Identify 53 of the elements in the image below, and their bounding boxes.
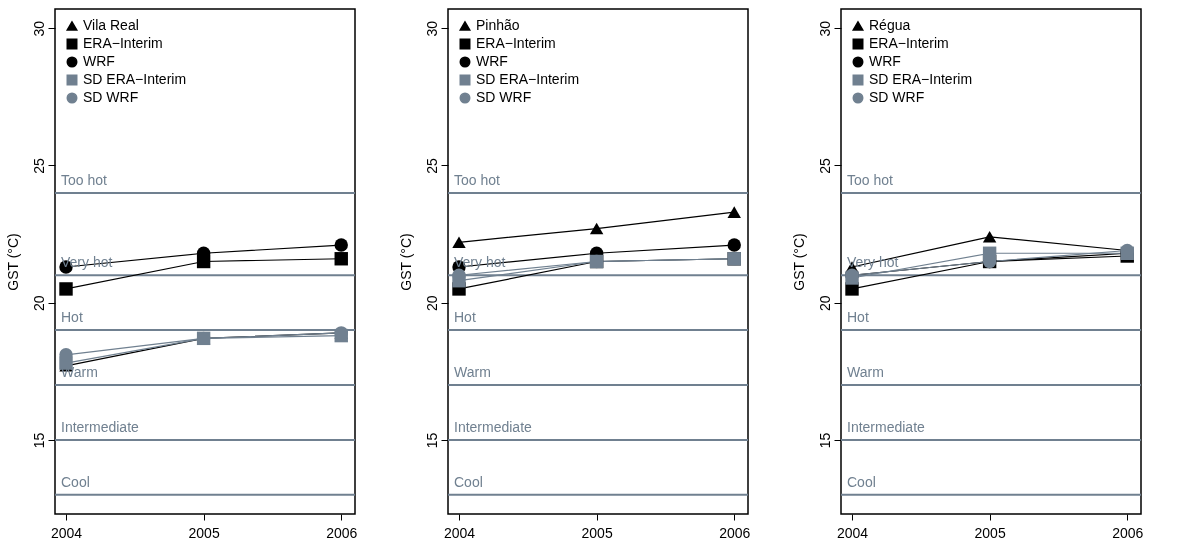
legend-label: WRF bbox=[476, 53, 508, 69]
y-tick-label: 30 bbox=[423, 20, 440, 37]
y-tick-label: 15 bbox=[816, 432, 833, 449]
legend-label: SD WRF bbox=[869, 89, 925, 105]
ref-line-label: Hot bbox=[61, 309, 83, 326]
y-tick-label: 30 bbox=[816, 20, 833, 37]
y-tick-label: 20 bbox=[423, 295, 440, 311]
ref-line-label: Too hot bbox=[454, 171, 501, 188]
ref-line-label: Intermediate bbox=[61, 418, 140, 435]
ref-line-label: Too hot bbox=[847, 171, 894, 188]
legend-label: WRF bbox=[869, 53, 901, 69]
x-tick-label: 2005 bbox=[581, 524, 613, 541]
ref-line-label: Cool bbox=[847, 473, 876, 490]
ref-line-label: Too hot bbox=[61, 171, 108, 188]
legend-label: SD ERA−Interim bbox=[83, 71, 187, 87]
ref-line-label: Hot bbox=[847, 309, 869, 326]
x-tick-label: 2006 bbox=[326, 524, 358, 541]
y-axis-title: GST (°C) bbox=[4, 233, 21, 291]
y-tick-label: 20 bbox=[30, 295, 47, 311]
legend-label: ERA−Interim bbox=[476, 35, 556, 51]
x-tick-label: 2006 bbox=[1112, 524, 1144, 541]
y-tick-label: 15 bbox=[423, 432, 440, 449]
ref-line-label: Intermediate bbox=[847, 418, 926, 435]
x-tick-label: 2006 bbox=[719, 524, 751, 541]
y-tick-label: 25 bbox=[816, 157, 833, 174]
legend-label: SD WRF bbox=[476, 89, 532, 105]
x-tick-label: 2004 bbox=[50, 524, 83, 541]
x-tick-label: 2004 bbox=[443, 524, 476, 541]
y-axis-title: GST (°C) bbox=[397, 233, 414, 291]
y-tick-label: 30 bbox=[30, 20, 47, 37]
x-tick-label: 2005 bbox=[188, 524, 220, 541]
ref-line-label: Cool bbox=[61, 473, 90, 490]
legend-label: SD WRF bbox=[83, 89, 139, 105]
legend-label: Régua bbox=[869, 17, 911, 33]
y-axis-title: GST (°C) bbox=[790, 233, 807, 291]
y-tick-label: 25 bbox=[423, 157, 440, 174]
ref-line-label: Hot bbox=[454, 309, 476, 326]
ref-line-label: Intermediate bbox=[454, 418, 533, 435]
ref-line-label: Warm bbox=[454, 364, 491, 381]
y-tick-label: 15 bbox=[30, 432, 47, 449]
legend-label: Vila Real bbox=[83, 17, 139, 33]
legend-label: WRF bbox=[83, 53, 115, 69]
ref-line-label: Cool bbox=[454, 473, 483, 490]
x-tick-label: 2004 bbox=[836, 524, 869, 541]
legend-label: ERA−Interim bbox=[83, 35, 163, 51]
legend-label: ERA−Interim bbox=[869, 35, 949, 51]
y-tick-label: 20 bbox=[816, 295, 833, 311]
legend-label: SD ERA−Interim bbox=[476, 71, 580, 87]
y-tick-label: 25 bbox=[30, 157, 47, 174]
x-tick-label: 2005 bbox=[974, 524, 1006, 541]
legend-label: SD ERA−Interim bbox=[869, 71, 973, 87]
ref-line-label: Warm bbox=[847, 364, 884, 381]
legend-label: Pinhão bbox=[476, 17, 520, 33]
